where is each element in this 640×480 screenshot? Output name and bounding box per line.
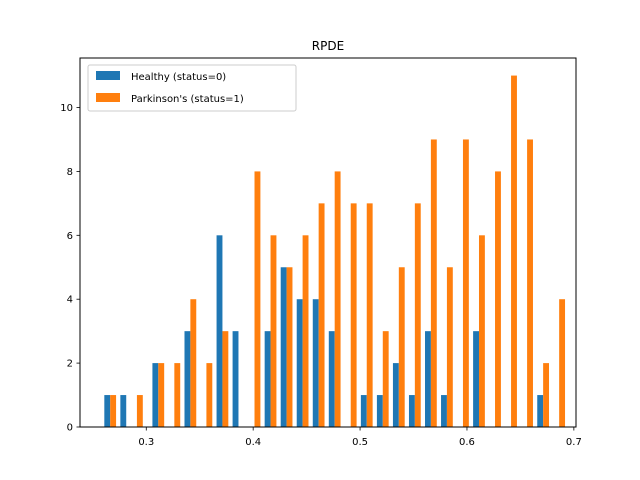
bar-parkinsons-13	[350, 203, 357, 427]
bar-healthy-15	[425, 331, 431, 427]
legend-label-healthy: Healthy (status=0)	[131, 72, 226, 83]
bar-parkinsons-26	[559, 299, 566, 427]
bar-healthy-14	[408, 395, 415, 427]
bar-parkinsons-1	[136, 395, 143, 427]
bar-parkinsons-16	[398, 267, 405, 427]
x-axis: 0.3 0.4 0.5 0.6 0.7	[138, 427, 582, 448]
bar-healthy-11	[360, 395, 367, 427]
x-tick-label-0: 0.3	[138, 437, 154, 448]
bar-parkinsons-24	[527, 139, 533, 427]
plot-frame	[79, 57, 577, 428]
x-tick-label-2: 0.5	[352, 437, 368, 448]
bar-healthy-7	[280, 267, 287, 427]
bar-parkinsons-4	[190, 299, 197, 427]
bar-healthy-3	[184, 331, 191, 427]
bar-parkinsons-21	[478, 235, 485, 427]
bar-healthy-9	[312, 299, 319, 427]
bar-parkinsons-0	[110, 395, 117, 427]
bar-healthy-10	[328, 331, 335, 427]
y-tick-label-4: 8	[67, 167, 73, 178]
legend-swatch-healthy	[96, 71, 120, 80]
bar-healthy-16	[441, 395, 447, 427]
bar-parkinsons-11	[318, 203, 325, 427]
y-tick-label-3: 6	[67, 231, 73, 242]
bar-parkinsons-5	[206, 363, 213, 427]
bar-healthy-13	[392, 363, 399, 427]
bar-healthy-5	[232, 331, 239, 427]
legend: Healthy (status=0) Parkinson's (status=1…	[87, 64, 297, 112]
bar-healthy-2	[152, 363, 159, 427]
y-tick-label-2: 4	[67, 295, 73, 306]
bar-parkinsons-12	[334, 171, 341, 427]
legend-box	[87, 64, 297, 112]
bar-parkinsons-9	[286, 267, 293, 427]
bar-healthy-0	[104, 395, 111, 427]
bar-healthy-12	[376, 395, 383, 427]
bar-healthy-18	[537, 395, 544, 427]
bar-parkinsons-2	[158, 363, 165, 427]
bar-parkinsons-18	[430, 139, 437, 427]
bar-healthy-4	[216, 235, 223, 427]
bar-parkinsons-22	[495, 171, 501, 427]
bar-parkinsons-6	[222, 331, 229, 427]
legend-swatch-parkinsons	[96, 93, 120, 102]
x-tick-label-1: 0.4	[245, 437, 261, 448]
bar-parkinsons-23	[511, 75, 517, 427]
bar-parkinsons-20	[462, 139, 469, 427]
x-tick-label-3: 0.6	[459, 437, 475, 448]
y-tick-label-1: 2	[67, 359, 73, 370]
bar-healthy-6	[264, 331, 271, 427]
bar-parkinsons-8	[270, 235, 277, 427]
chart-title: RPDE	[312, 39, 344, 53]
bar-parkinsons-17	[414, 203, 421, 427]
bar-parkinsons-10	[302, 235, 309, 427]
y-axis: 0 2 4 6 8 10	[60, 103, 80, 434]
bar-healthy-17	[473, 331, 479, 427]
bar-parkinsons-15	[382, 331, 389, 427]
x-tick-label-4: 0.7	[566, 437, 582, 448]
bars-layer	[104, 75, 566, 427]
bar-healthy-1	[120, 395, 127, 427]
bar-parkinsons-7	[254, 171, 261, 427]
bar-parkinsons-14	[366, 203, 373, 427]
bar-parkinsons-3	[174, 363, 181, 427]
bar-parkinsons-25	[543, 363, 550, 427]
y-tick-label-0: 0	[67, 423, 73, 434]
legend-label-parkinsons: Parkinson's (status=1)	[131, 94, 244, 105]
bar-healthy-8	[296, 299, 303, 427]
bar-parkinsons-19	[446, 267, 453, 427]
y-tick-label-5: 10	[60, 103, 73, 114]
